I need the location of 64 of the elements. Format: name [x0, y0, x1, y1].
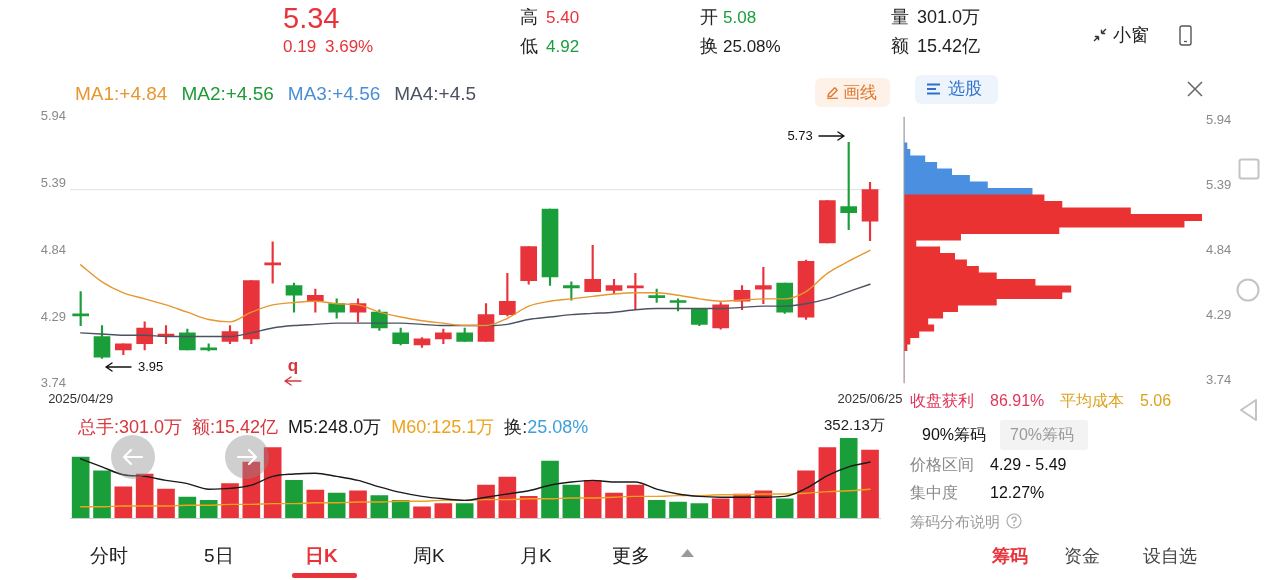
text: 25.08%: [527, 417, 589, 437]
text: 25.08%: [723, 37, 781, 56]
text: 开: [700, 7, 718, 27]
annotation: 5.73: [787, 127, 813, 143]
text: 3.69%: [325, 37, 374, 56]
y-tick-label: 4.84: [1206, 241, 1232, 257]
y-tick-label: 4.84: [40, 241, 66, 257]
text: 352.13万: [824, 416, 885, 433]
text: 301.0万: [917, 7, 981, 27]
text: 4.29 - 5.49: [990, 456, 1067, 473]
text: 月K: [520, 545, 552, 566]
y-tick-label: 5.39: [40, 175, 66, 191]
y-tick-label: 5.39: [1206, 176, 1232, 192]
text: 选股: [948, 79, 982, 98]
text: 4.92: [546, 37, 580, 56]
text: 0.19: [283, 37, 317, 56]
text: 86.91%: [990, 392, 1045, 409]
annotation: 3.95: [138, 358, 164, 374]
text: 筹码: [992, 546, 1028, 566]
text: 90%筹码: [922, 426, 987, 443]
y-tick-label: 4.29: [1206, 306, 1232, 322]
y-tick-label: 3.74: [40, 375, 66, 391]
text: 筹码分布说明: [910, 513, 1000, 530]
legend-label: MA3:+4.56: [287, 83, 381, 104]
text: 日K: [305, 545, 338, 566]
text: 集中度: [910, 484, 958, 501]
text: 5.34: [283, 2, 340, 34]
y-tick-label: 3.74: [1206, 371, 1232, 387]
text: 12.27%: [990, 484, 1045, 501]
text: 换: [700, 36, 718, 56]
text: 高: [520, 7, 538, 27]
text: 画线: [843, 83, 877, 102]
text: 小窗: [1113, 25, 1149, 45]
text: 70%筹码: [1010, 426, 1075, 443]
text: 总手:301.0万: [78, 417, 183, 437]
text: 换:: [504, 417, 528, 437]
text: 收盘获利: [910, 392, 974, 409]
x-tick-label: 2025/06/25: [837, 391, 903, 407]
legend-label: MA2:+4.56: [181, 83, 274, 104]
text: MA4:+4.5: [394, 83, 477, 104]
text: 低: [520, 36, 538, 56]
text: 更多: [612, 545, 650, 566]
text: 平均成本: [1060, 392, 1124, 409]
y-tick-label: 5.94: [40, 108, 66, 124]
text: 额: [891, 36, 909, 56]
y-tick-label: 4.29: [40, 308, 66, 324]
text: M5:248.0万: [288, 417, 382, 437]
text: 5.40: [546, 8, 580, 27]
text: 15.42亿: [917, 36, 981, 56]
text: 资金: [1064, 546, 1100, 566]
text: 分时: [90, 545, 128, 566]
text: 5.06: [1140, 392, 1172, 409]
text: 周K: [413, 545, 445, 566]
x-tick-label: 2025/04/29: [48, 391, 114, 407]
text: 5.08: [723, 8, 757, 27]
text: 量: [891, 7, 909, 27]
y-tick-label: 5.94: [1206, 111, 1232, 127]
text: 额:15.42亿: [192, 417, 279, 437]
text: 价格区间: [910, 456, 974, 473]
annotation: q: [287, 356, 299, 376]
text: MA1:+4.84: [75, 83, 168, 104]
text: 5日: [204, 545, 234, 566]
text: 设自选: [1143, 546, 1197, 566]
text: M60:125.1万: [391, 417, 495, 437]
